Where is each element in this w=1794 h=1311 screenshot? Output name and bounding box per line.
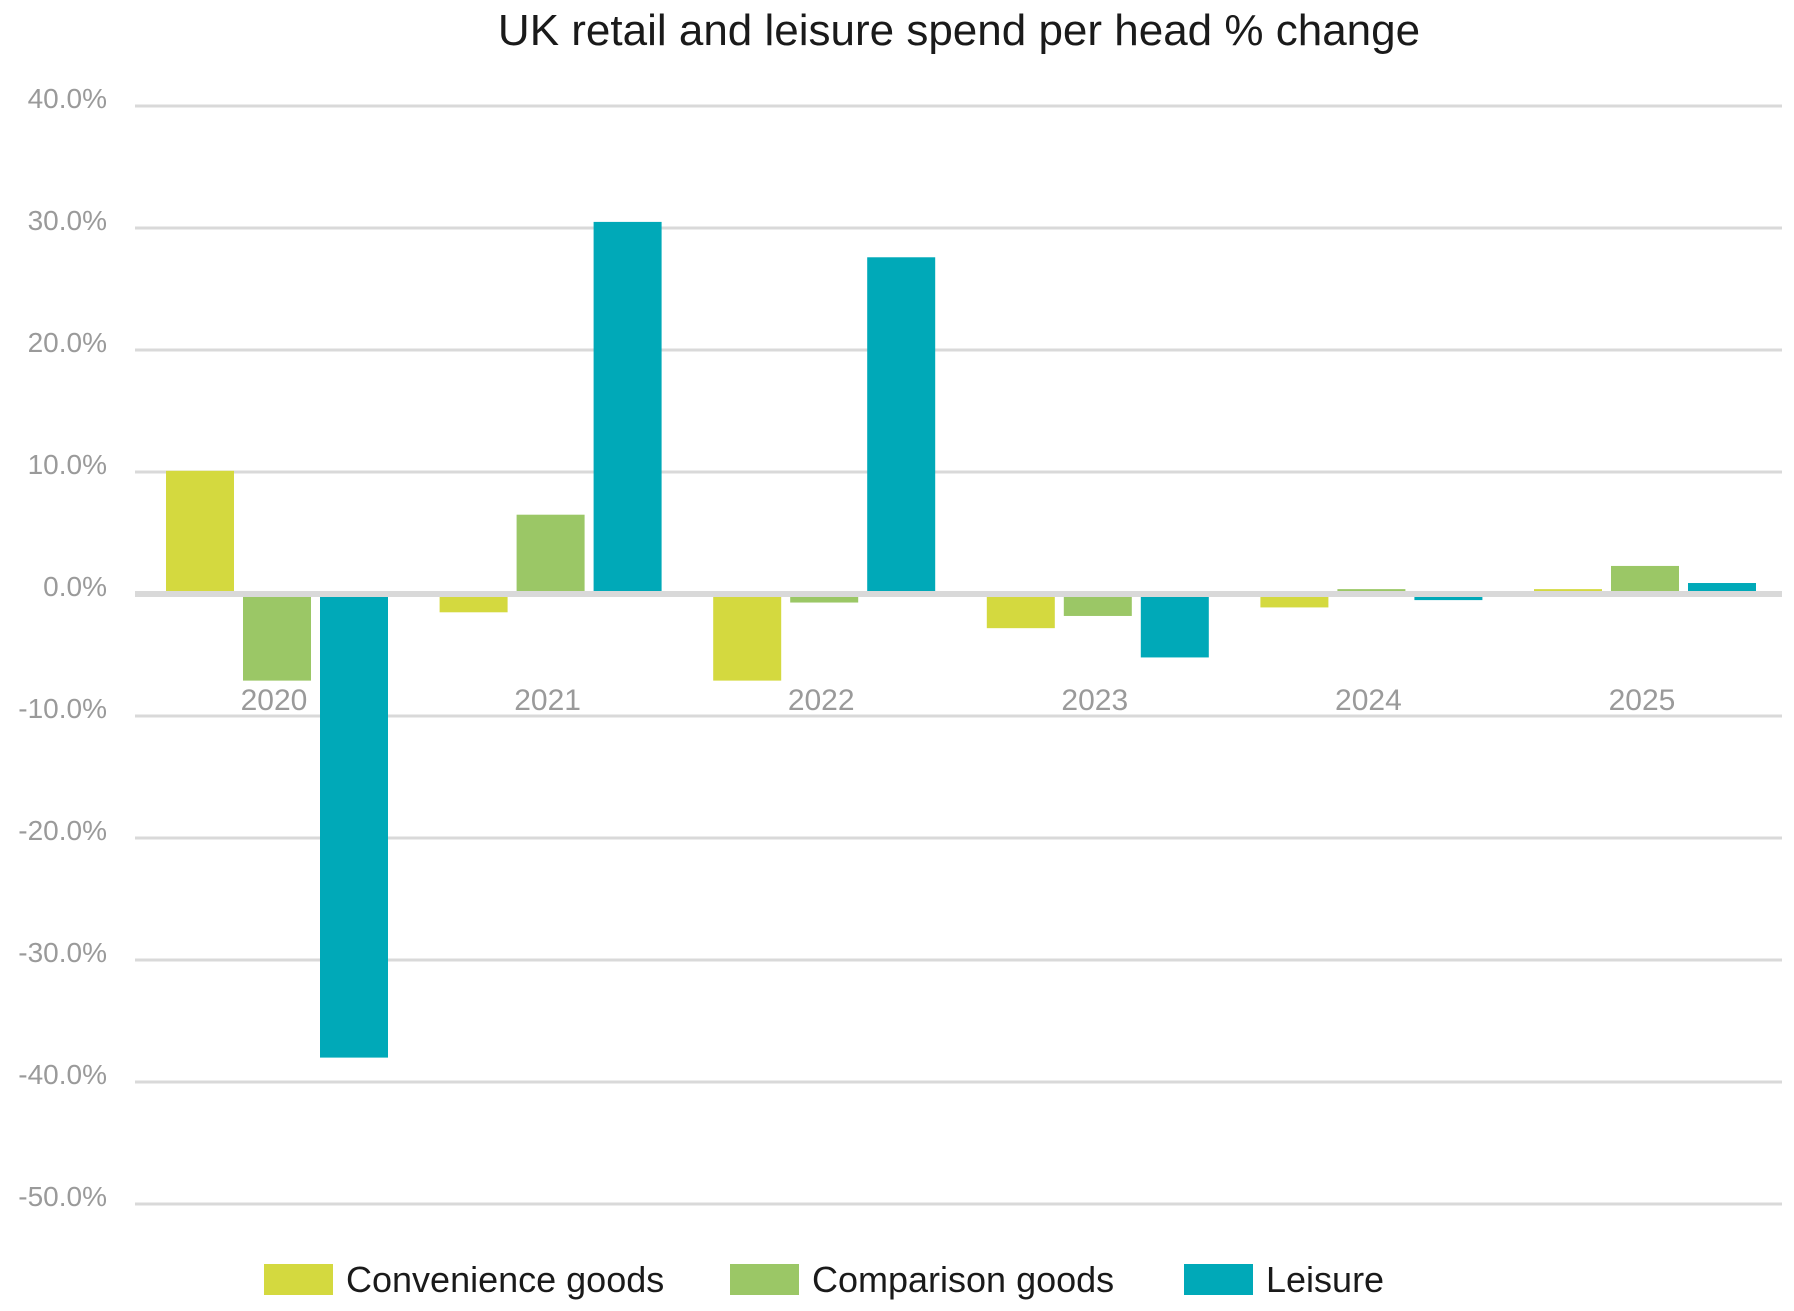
bar-leisure-2023 (1140, 594, 1209, 658)
x-tick-label-2024: 2024 (1335, 684, 1402, 717)
y-tick-label: 40.0% (28, 83, 107, 114)
chart-title: UK retail and leisure spend per head % c… (498, 6, 1420, 55)
legend-label: Comparison goods (812, 1259, 1114, 1300)
legend-item-comparison-goods: Comparison goods (730, 1259, 1114, 1300)
bar-leisure-2025 (1688, 583, 1756, 594)
bar-comparison-goods-2025 (1611, 565, 1679, 594)
y-tick-label: -40.0% (18, 1059, 107, 1090)
bar-leisure-2024 (1414, 594, 1483, 601)
y-tick-label: 10.0% (28, 449, 107, 480)
legend-swatch (264, 1264, 333, 1295)
y-tick-label: -50.0% (18, 1181, 107, 1212)
x-tick-label-2025: 2025 (1609, 684, 1676, 717)
x-tick-label-2021: 2021 (514, 684, 581, 717)
legend: Convenience goods Comparison goods Leisure (264, 1259, 1384, 1300)
legend-label: Leisure (1266, 1259, 1384, 1300)
x-tick-label-2020: 2020 (241, 684, 308, 717)
y-axis-tick-labels: 40.0% 30.0% 20.0% 10.0% 0.0% -10.0% -20.0% -30.… (18, 83, 107, 1212)
x-axis-tick-labels: 2020 2021 2022 2023 2024 2025 (241, 684, 1676, 717)
bar-leisure-2020 (320, 594, 388, 1058)
y-tick-label: -30.0% (18, 937, 107, 968)
bar-convenience-goods-2020 (166, 470, 234, 594)
bar-convenience-goods-2024 (1260, 594, 1329, 608)
bar-comparison-goods-2020 (243, 594, 311, 681)
bar-convenience-goods-2021 (439, 594, 508, 613)
y-tick-label: -20.0% (18, 815, 107, 846)
legend-swatch (1184, 1264, 1253, 1295)
bar-convenience-goods-2023 (986, 594, 1055, 629)
y-tick-label: 30.0% (28, 205, 107, 236)
y-tick-label: 0.0% (43, 571, 107, 602)
y-tick-label: -10.0% (18, 693, 107, 724)
y-tick-label: 20.0% (28, 327, 107, 358)
x-tick-label-2022: 2022 (788, 684, 855, 717)
bar-convenience-goods-2022 (713, 594, 782, 681)
legend-item-convenience-goods: Convenience goods (264, 1259, 664, 1300)
bars (166, 221, 1756, 1058)
bar-comparison-goods-2022 (790, 594, 859, 603)
bar-leisure-2021 (593, 221, 662, 594)
bar-comparison-goods-2023 (1063, 594, 1132, 616)
x-tick-label-2023: 2023 (1061, 684, 1128, 717)
legend-item-leisure: Leisure (1184, 1259, 1384, 1300)
bar-leisure-2022 (867, 257, 936, 594)
legend-label: Convenience goods (346, 1259, 664, 1300)
bar-comparison-goods-2021 (516, 514, 585, 594)
legend-swatch (730, 1264, 799, 1295)
